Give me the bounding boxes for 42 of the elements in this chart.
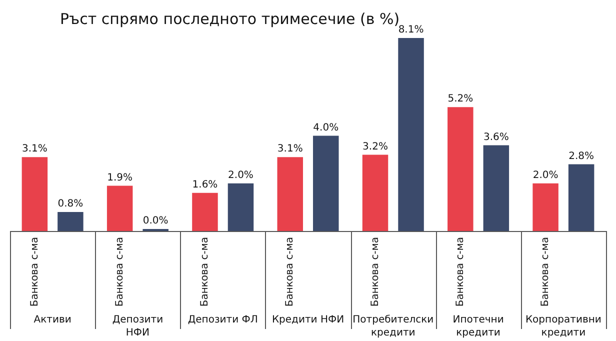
data-label: 2.0% — [532, 170, 558, 181]
bar — [106, 186, 133, 231]
bar — [22, 157, 48, 231]
bar — [277, 157, 303, 231]
x-tick-label: Потребителски кредити — [352, 314, 434, 339]
data-label: 3.1% — [22, 144, 48, 155]
x-tick-label: Депозити ФЛ — [188, 314, 258, 326]
bar — [398, 38, 424, 231]
bar — [483, 145, 510, 231]
bar — [532, 183, 558, 231]
data-label: 1.6% — [192, 179, 218, 190]
text: Банкова с-ма — [200, 237, 211, 307]
data-label: 2.8% — [568, 150, 594, 162]
x-tick-label: Ипотечни кредити — [452, 314, 504, 339]
bar — [568, 164, 594, 231]
text: Банкова с-ма — [29, 237, 40, 307]
chart-title: Ръст спрямо последното тримесечие (в %) — [60, 10, 400, 28]
x-tick-label: Активи — [34, 314, 72, 326]
data-label: 1.9% — [107, 172, 133, 184]
data-label: 3.2% — [362, 141, 388, 152]
data-label: 5.2% — [448, 94, 474, 105]
text: Банкова с-ма — [284, 237, 296, 307]
data-label: 0.0% — [142, 216, 168, 227]
text: Банкова с-ма — [540, 237, 552, 307]
data-label: 3.6% — [483, 132, 509, 143]
bar — [58, 212, 84, 231]
bar — [362, 154, 388, 231]
bar — [228, 183, 254, 231]
data-label: 2.0% — [228, 170, 254, 181]
text: Банкова с-ма — [370, 237, 381, 307]
text: Банкова с-ма — [114, 237, 126, 307]
data-label: 0.8% — [58, 198, 84, 210]
x-tick-label: Корпоративни кредити — [525, 314, 602, 339]
x-tick-label: Кредити НФИ — [272, 314, 344, 326]
bar — [448, 107, 474, 231]
data-label: 3.1% — [277, 144, 303, 155]
bar — [192, 192, 218, 231]
text: Банкова с-ма — [455, 237, 466, 307]
bar — [313, 136, 339, 231]
data-label: 4.0% — [313, 122, 339, 134]
data-label: 8.1% — [398, 24, 424, 36]
x-tick-label: Депозити НФИ — [112, 314, 164, 339]
